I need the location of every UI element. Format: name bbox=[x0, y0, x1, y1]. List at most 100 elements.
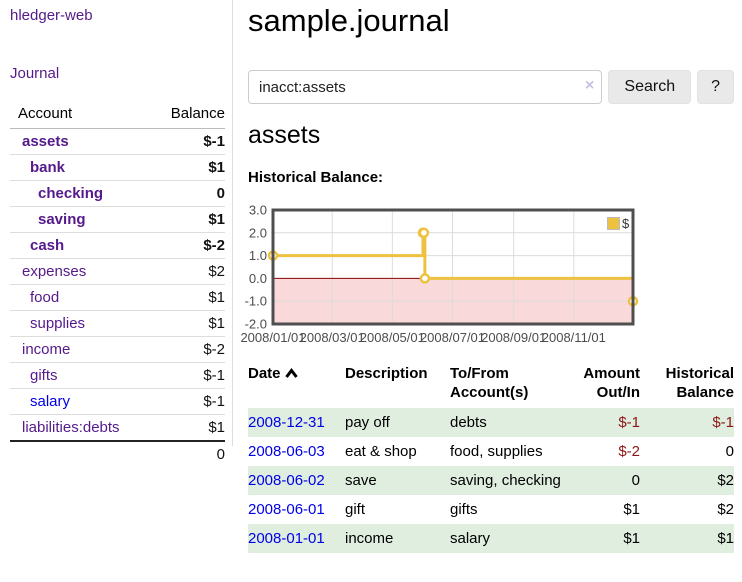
account-balance: $-2 bbox=[147, 232, 225, 259]
svg-text:2008/09/01: 2008/09/01 bbox=[481, 330, 546, 345]
description-column-header: Description bbox=[345, 365, 428, 382]
account-balance: $-1 bbox=[147, 128, 225, 155]
transaction-amount: $1 bbox=[623, 501, 640, 518]
historical-balance-chart: 3.0 2.0 1.0 0.0 -1.0 -2.0 2008/01/01 2008/03/01… bbox=[240, 203, 700, 351]
svg-text:2008/05/01: 2008/05/01 bbox=[360, 330, 425, 345]
account-link-income[interactable]: income bbox=[22, 341, 71, 358]
account-link-supplies[interactable]: supplies bbox=[30, 315, 86, 332]
transaction-date-link[interactable]: 2008-06-03 bbox=[248, 443, 325, 460]
transaction-date-link[interactable]: 2008-06-01 bbox=[248, 501, 325, 518]
transaction-row: 2008-01-01 income salary $1 $1 bbox=[248, 524, 734, 553]
account-balance: $1 bbox=[147, 310, 225, 337]
account-column-header: Account bbox=[10, 105, 148, 129]
svg-text:2008/03/01: 2008/03/01 bbox=[300, 330, 365, 345]
transaction-date-link[interactable]: 2008-01-01 bbox=[248, 530, 325, 547]
transaction-row: 2008-06-02 save saving, checking 0 $2 bbox=[248, 466, 734, 495]
account-row-income: income $-2 bbox=[10, 336, 225, 363]
transaction-balance: $2 bbox=[717, 472, 734, 489]
search-form: × Search ? bbox=[248, 70, 734, 104]
account-link-cash[interactable]: cash bbox=[30, 237, 65, 254]
chart-canvas: 3.0 2.0 1.0 0.0 -1.0 -2.02008/01/012008/03/01… bbox=[240, 203, 639, 345]
account-row-assets: assets $-1 bbox=[10, 128, 225, 155]
account-row-cash: cash $-2 bbox=[10, 232, 225, 259]
account-row-expenses: expenses $2 bbox=[10, 258, 225, 285]
account-link-expenses[interactable]: expenses bbox=[22, 263, 87, 280]
transaction-balance: $2 bbox=[717, 501, 734, 518]
transaction-description: eat & shop bbox=[345, 443, 417, 460]
app-title-link[interactable]: hledger-web bbox=[10, 7, 93, 24]
accounts-total-value: 0 bbox=[147, 440, 225, 467]
account-balance: $2 bbox=[147, 258, 225, 285]
accounts-header-row: Account Balance bbox=[10, 105, 225, 129]
account-balance: $1 bbox=[147, 154, 225, 181]
account-link-liabilities-debts[interactable]: liabilities:debts bbox=[22, 419, 120, 436]
svg-text:2008/01/01: 2008/01/01 bbox=[240, 330, 305, 345]
transaction-amount: $1 bbox=[623, 530, 640, 547]
legend-label: $ bbox=[622, 216, 630, 231]
sort-ascending-icon bbox=[284, 365, 298, 384]
transaction-amount: 0 bbox=[631, 472, 640, 489]
transaction-description: pay off bbox=[345, 414, 390, 431]
account-balance: $1 bbox=[147, 284, 225, 311]
account-balance: $1 bbox=[147, 206, 225, 233]
transaction-row: 2008-06-01 gift gifts $1 $2 bbox=[248, 495, 734, 524]
transaction-amount: $-2 bbox=[618, 443, 640, 460]
sidebar-item-journal[interactable]: Journal bbox=[10, 65, 60, 82]
amount-column-header: Amount Out/In bbox=[583, 365, 640, 401]
account-balance: 0 bbox=[147, 180, 225, 207]
svg-text:-2.0: -2.0 bbox=[245, 317, 267, 332]
transaction-row: 2008-12-31 pay off debts $-1 $-1 bbox=[248, 408, 734, 437]
transaction-description: income bbox=[345, 530, 394, 547]
account-link-saving[interactable]: saving bbox=[38, 211, 86, 228]
transaction-date-link[interactable]: 2008-06-02 bbox=[248, 472, 325, 489]
transaction-accounts: salary bbox=[450, 530, 491, 547]
account-row-food: food $1 bbox=[10, 284, 225, 311]
account-link-bank[interactable]: bank bbox=[30, 159, 66, 176]
transaction-description: save bbox=[345, 472, 377, 489]
search-input[interactable] bbox=[248, 70, 603, 104]
chart-title: Historical Balance: bbox=[248, 169, 384, 186]
account-row-saving: saving $1 bbox=[10, 206, 225, 233]
svg-text:2008/07/01: 2008/07/01 bbox=[420, 330, 485, 345]
page-title: sample.journal bbox=[248, 3, 450, 38]
account-row-salary: salary $-1 bbox=[10, 388, 225, 415]
transaction-accounts: debts bbox=[450, 414, 487, 431]
svg-text:2008/11/01: 2008/11/01 bbox=[542, 330, 606, 345]
search-box: × bbox=[248, 70, 603, 104]
account-balance: $-1 bbox=[147, 388, 225, 415]
transaction-amount: $-1 bbox=[618, 414, 640, 431]
transaction-description: gift bbox=[345, 501, 366, 518]
account-row-checking: checking 0 bbox=[10, 180, 225, 207]
balance-column-header: Historical Balance bbox=[665, 365, 734, 401]
date-column-header[interactable]: Date bbox=[248, 362, 345, 408]
account-heading: assets bbox=[248, 121, 321, 149]
transaction-accounts: gifts bbox=[450, 501, 478, 518]
clear-search-icon[interactable]: × bbox=[585, 77, 595, 94]
account-balance: $-1 bbox=[147, 362, 225, 389]
help-button[interactable]: ? bbox=[697, 70, 734, 104]
accounts-table: Account Balance assets $-1 bank $1 check… bbox=[10, 105, 225, 467]
account-balance: $1 bbox=[147, 414, 225, 441]
transaction-accounts: saving, checking bbox=[450, 472, 561, 489]
transaction-date-link[interactable]: 2008-12-31 bbox=[248, 414, 325, 431]
account-link-salary[interactable]: salary bbox=[30, 393, 71, 410]
legend-swatch-icon bbox=[607, 217, 620, 230]
accounts-column-header: To/From Account(s) bbox=[450, 365, 529, 401]
transactions-header-row: Date Description To/From Account(s) Amou… bbox=[248, 362, 734, 408]
transactions-table: Date Description To/From Account(s) Amou… bbox=[248, 362, 734, 553]
search-button[interactable]: Search bbox=[608, 70, 692, 104]
account-link-checking[interactable]: checking bbox=[38, 185, 104, 202]
account-row-liabilities-debts: liabilities:debts $1 bbox=[10, 414, 225, 441]
svg-text:2.0: 2.0 bbox=[249, 225, 267, 240]
svg-text:0.0: 0.0 bbox=[249, 271, 267, 286]
account-link-gifts[interactable]: gifts bbox=[30, 367, 58, 384]
account-link-food[interactable]: food bbox=[30, 289, 60, 306]
main-content: sample.journal × Search ? assets Histori… bbox=[240, 0, 734, 553]
transaction-row: 2008-06-03 eat & shop food, supplies $-2… bbox=[248, 437, 734, 466]
sidebar: hledger-web Journal Account Balance asse… bbox=[0, 0, 233, 467]
account-row-bank: bank $1 bbox=[10, 154, 225, 181]
accounts-total-row: 0 bbox=[10, 440, 225, 467]
account-link-assets[interactable]: assets bbox=[22, 133, 69, 150]
chart-legend: $ bbox=[605, 215, 632, 232]
